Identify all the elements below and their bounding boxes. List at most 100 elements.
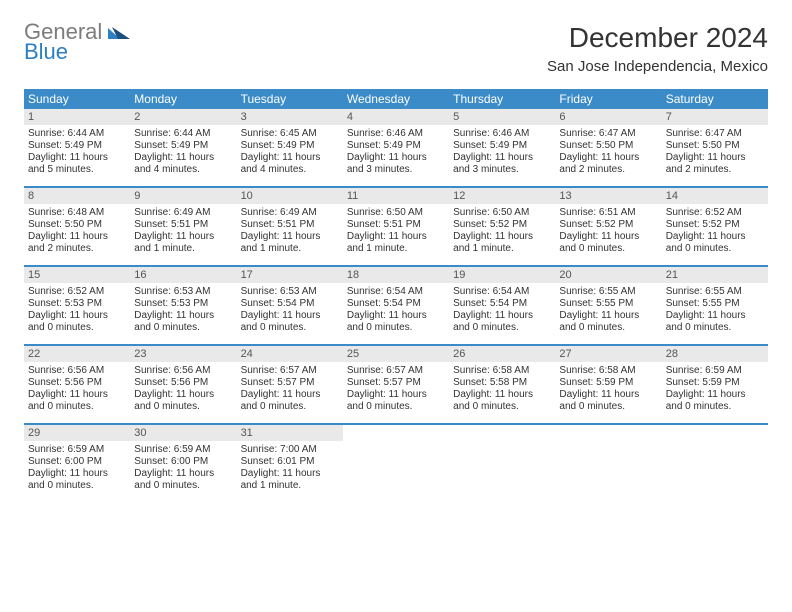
- sunset-line: Sunset: 5:49 PM: [347, 140, 445, 152]
- day-number: [662, 425, 768, 429]
- day-cell: [449, 425, 555, 502]
- day-number: 11: [343, 188, 449, 204]
- sunset-line: Sunset: 5:50 PM: [28, 219, 126, 231]
- sunrise-line: Sunrise: 6:58 AM: [453, 365, 551, 377]
- sunrise-line: Sunrise: 6:50 AM: [347, 207, 445, 219]
- daylight-line: Daylight: 11 hours and 2 minutes.: [28, 231, 126, 255]
- sunrise-line: Sunrise: 6:47 AM: [559, 128, 657, 140]
- daylight-line: Daylight: 11 hours and 0 minutes.: [666, 310, 764, 334]
- sunrise-line: Sunrise: 6:52 AM: [28, 286, 126, 298]
- sunrise-line: Sunrise: 6:46 AM: [347, 128, 445, 140]
- day-cell: 18Sunrise: 6:54 AMSunset: 5:54 PMDayligh…: [343, 267, 449, 344]
- page-title: December 2024: [547, 22, 768, 54]
- day-number: 29: [24, 425, 130, 441]
- day-number: 1: [24, 109, 130, 125]
- day-cell: 11Sunrise: 6:50 AMSunset: 5:51 PMDayligh…: [343, 188, 449, 265]
- brand-mark-icon: [108, 25, 130, 39]
- daylight-line: Daylight: 11 hours and 0 minutes.: [134, 389, 232, 413]
- day-cell: 26Sunrise: 6:58 AMSunset: 5:58 PMDayligh…: [449, 346, 555, 423]
- day-cell: 20Sunrise: 6:55 AMSunset: 5:55 PMDayligh…: [555, 267, 661, 344]
- sunrise-line: Sunrise: 6:44 AM: [28, 128, 126, 140]
- sunset-line: Sunset: 5:54 PM: [241, 298, 339, 310]
- day-cell: [555, 425, 661, 502]
- day-number: 9: [130, 188, 236, 204]
- sunset-line: Sunset: 5:53 PM: [28, 298, 126, 310]
- sunset-line: Sunset: 5:59 PM: [666, 377, 764, 389]
- day-number: 24: [237, 346, 343, 362]
- day-number: 22: [24, 346, 130, 362]
- day-cell: [662, 425, 768, 502]
- sunset-line: Sunset: 5:55 PM: [666, 298, 764, 310]
- sunset-line: Sunset: 5:50 PM: [559, 140, 657, 152]
- daylight-line: Daylight: 11 hours and 0 minutes.: [666, 389, 764, 413]
- sunset-line: Sunset: 5:56 PM: [28, 377, 126, 389]
- calendar-week: 8Sunrise: 6:48 AMSunset: 5:50 PMDaylight…: [24, 186, 768, 265]
- sunrise-line: Sunrise: 6:48 AM: [28, 207, 126, 219]
- sunrise-line: Sunrise: 6:53 AM: [134, 286, 232, 298]
- day-cell: 14Sunrise: 6:52 AMSunset: 5:52 PMDayligh…: [662, 188, 768, 265]
- brand-text: General Blue: [24, 22, 130, 62]
- dow-saturday: Saturday: [662, 89, 768, 109]
- sunrise-line: Sunrise: 6:57 AM: [241, 365, 339, 377]
- day-cell: 19Sunrise: 6:54 AMSunset: 5:54 PMDayligh…: [449, 267, 555, 344]
- day-number: 21: [662, 267, 768, 283]
- dow-sunday: Sunday: [24, 89, 130, 109]
- sunrise-line: Sunrise: 6:55 AM: [666, 286, 764, 298]
- day-number: 13: [555, 188, 661, 204]
- day-number: 12: [449, 188, 555, 204]
- page-subtitle: San Jose Independencia, Mexico: [547, 58, 768, 75]
- sunrise-line: Sunrise: 6:54 AM: [347, 286, 445, 298]
- sunrise-line: Sunrise: 6:50 AM: [453, 207, 551, 219]
- day-cell: 3Sunrise: 6:45 AMSunset: 5:49 PMDaylight…: [237, 109, 343, 186]
- day-number: 6: [555, 109, 661, 125]
- sunrise-line: Sunrise: 6:55 AM: [559, 286, 657, 298]
- day-cell: 25Sunrise: 6:57 AMSunset: 5:57 PMDayligh…: [343, 346, 449, 423]
- day-cell: 10Sunrise: 6:49 AMSunset: 5:51 PMDayligh…: [237, 188, 343, 265]
- sunset-line: Sunset: 5:54 PM: [453, 298, 551, 310]
- day-number: 23: [130, 346, 236, 362]
- day-number: 19: [449, 267, 555, 283]
- sunrise-line: Sunrise: 6:46 AM: [453, 128, 551, 140]
- day-number: 18: [343, 267, 449, 283]
- sunset-line: Sunset: 5:51 PM: [241, 219, 339, 231]
- daylight-line: Daylight: 11 hours and 0 minutes.: [241, 389, 339, 413]
- sunset-line: Sunset: 5:51 PM: [134, 219, 232, 231]
- daylight-line: Daylight: 11 hours and 4 minutes.: [134, 152, 232, 176]
- day-cell: 30Sunrise: 6:59 AMSunset: 6:00 PMDayligh…: [130, 425, 236, 502]
- day-cell: 22Sunrise: 6:56 AMSunset: 5:56 PMDayligh…: [24, 346, 130, 423]
- day-number: 30: [130, 425, 236, 441]
- daylight-line: Daylight: 11 hours and 0 minutes.: [28, 389, 126, 413]
- day-cell: 6Sunrise: 6:47 AMSunset: 5:50 PMDaylight…: [555, 109, 661, 186]
- sunset-line: Sunset: 5:56 PM: [134, 377, 232, 389]
- day-cell: 15Sunrise: 6:52 AMSunset: 5:53 PMDayligh…: [24, 267, 130, 344]
- day-number: 15: [24, 267, 130, 283]
- sunset-line: Sunset: 5:49 PM: [28, 140, 126, 152]
- dow-tuesday: Tuesday: [237, 89, 343, 109]
- sunset-line: Sunset: 5:49 PM: [241, 140, 339, 152]
- sunrise-line: Sunrise: 7:00 AM: [241, 444, 339, 456]
- daylight-line: Daylight: 11 hours and 3 minutes.: [453, 152, 551, 176]
- sunrise-line: Sunrise: 6:44 AM: [134, 128, 232, 140]
- dow-monday: Monday: [130, 89, 236, 109]
- day-number: 7: [662, 109, 768, 125]
- calendar-week: 22Sunrise: 6:56 AMSunset: 5:56 PMDayligh…: [24, 344, 768, 423]
- sunset-line: Sunset: 5:50 PM: [666, 140, 764, 152]
- title-block: December 2024 San Jose Independencia, Me…: [547, 22, 768, 75]
- dow-thursday: Thursday: [449, 89, 555, 109]
- sunset-line: Sunset: 6:01 PM: [241, 456, 339, 468]
- day-number: 4: [343, 109, 449, 125]
- day-number: 25: [343, 346, 449, 362]
- sunset-line: Sunset: 5:54 PM: [347, 298, 445, 310]
- day-number: 2: [130, 109, 236, 125]
- sunrise-line: Sunrise: 6:49 AM: [241, 207, 339, 219]
- sunset-line: Sunset: 5:52 PM: [666, 219, 764, 231]
- sunset-line: Sunset: 5:49 PM: [453, 140, 551, 152]
- day-number: 10: [237, 188, 343, 204]
- sunrise-line: Sunrise: 6:53 AM: [241, 286, 339, 298]
- day-cell: 31Sunrise: 7:00 AMSunset: 6:01 PMDayligh…: [237, 425, 343, 502]
- sunset-line: Sunset: 5:53 PM: [134, 298, 232, 310]
- daylight-line: Daylight: 11 hours and 0 minutes.: [347, 389, 445, 413]
- day-cell: 16Sunrise: 6:53 AMSunset: 5:53 PMDayligh…: [130, 267, 236, 344]
- dow-header-row: Sunday Monday Tuesday Wednesday Thursday…: [24, 89, 768, 109]
- calendar-week: 15Sunrise: 6:52 AMSunset: 5:53 PMDayligh…: [24, 265, 768, 344]
